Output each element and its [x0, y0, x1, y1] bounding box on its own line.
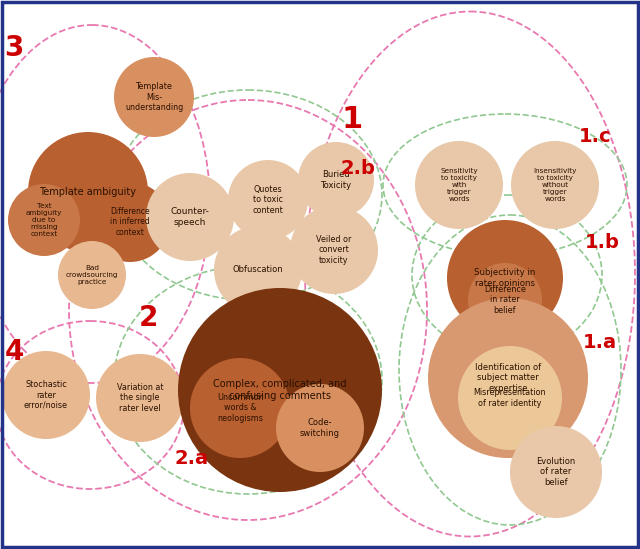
- Text: 2: 2: [138, 304, 157, 332]
- Text: Text
ambiguity
due to
missing
context: Text ambiguity due to missing context: [26, 203, 62, 237]
- Text: 4: 4: [4, 338, 24, 366]
- Text: Identification of
subject matter
expertise: Identification of subject matter experti…: [475, 363, 541, 393]
- Text: Obfuscation: Obfuscation: [233, 266, 284, 274]
- Text: Template ambiguity: Template ambiguity: [40, 187, 136, 197]
- Text: Stochastic
rater
error/noise: Stochastic rater error/noise: [24, 380, 68, 410]
- Circle shape: [447, 220, 563, 336]
- Text: Evolution
of rater
belief: Evolution of rater belief: [536, 457, 575, 487]
- Text: Bad
crowdsourcing
practice: Bad crowdsourcing practice: [66, 265, 118, 285]
- Circle shape: [96, 354, 184, 442]
- Text: Subjectivity in
rater opinions: Subjectivity in rater opinions: [474, 268, 536, 288]
- Text: Template
Mis-
understanding: Template Mis- understanding: [125, 82, 183, 112]
- Circle shape: [468, 263, 542, 337]
- Circle shape: [458, 346, 562, 450]
- Text: 2.a: 2.a: [175, 449, 209, 468]
- Circle shape: [58, 241, 126, 309]
- Circle shape: [428, 298, 588, 458]
- Text: Quotes
to toxic
content: Quotes to toxic content: [253, 185, 284, 215]
- Text: Uncommon
words &
neologisms: Uncommon words & neologisms: [217, 393, 263, 423]
- Text: Variation at
the single
rater level: Variation at the single rater level: [116, 383, 163, 413]
- Text: Veiled or
convert
toxicity: Veiled or convert toxicity: [316, 235, 352, 265]
- Circle shape: [415, 141, 503, 229]
- Text: Sensitivity
to toxicity
with
trigger
words: Sensitivity to toxicity with trigger wor…: [440, 168, 478, 202]
- Text: Difference
in inferred
context: Difference in inferred context: [110, 207, 150, 237]
- Text: 3: 3: [4, 34, 24, 62]
- Text: Code-
switching: Code- switching: [300, 418, 340, 438]
- Text: 2.b: 2.b: [340, 159, 376, 177]
- Circle shape: [214, 226, 302, 314]
- Text: 1.a: 1.a: [583, 333, 617, 351]
- Circle shape: [178, 288, 382, 492]
- Circle shape: [190, 358, 290, 458]
- Text: 1.c: 1.c: [579, 126, 611, 145]
- Circle shape: [114, 57, 194, 137]
- Text: Buried
Toxicity: Buried Toxicity: [321, 170, 351, 190]
- Circle shape: [290, 206, 378, 294]
- Circle shape: [28, 132, 148, 252]
- Circle shape: [2, 351, 90, 439]
- Text: 1: 1: [341, 105, 363, 135]
- Text: 1.b: 1.b: [584, 232, 620, 251]
- Text: Counter-
speech: Counter- speech: [171, 208, 209, 227]
- Circle shape: [8, 184, 80, 256]
- Circle shape: [298, 142, 374, 218]
- Circle shape: [276, 384, 364, 472]
- Text: Misrepresentation
of rater identity: Misrepresentation of rater identity: [474, 388, 547, 408]
- Circle shape: [90, 182, 170, 262]
- Text: Difference
in rater
belief: Difference in rater belief: [484, 285, 526, 315]
- Circle shape: [146, 173, 234, 261]
- Circle shape: [511, 141, 599, 229]
- Circle shape: [228, 160, 308, 240]
- Circle shape: [510, 426, 602, 518]
- Text: Insensitivity
to toxicity
without
trigger
words: Insensitivity to toxicity without trigge…: [533, 168, 577, 202]
- Text: Complex, complicated, and
confusing comments: Complex, complicated, and confusing comm…: [213, 379, 347, 401]
